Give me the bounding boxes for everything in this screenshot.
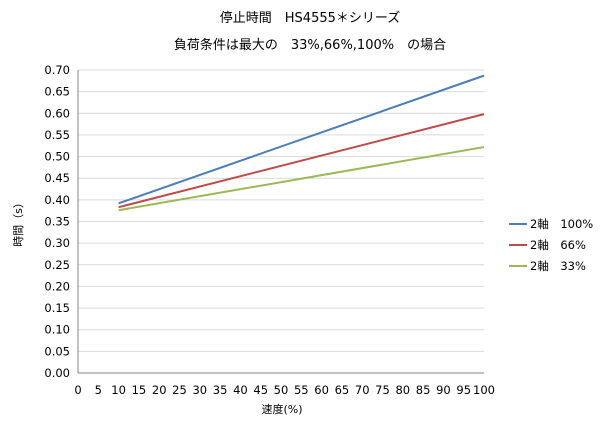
y-tick-label: 0.25 bbox=[44, 258, 70, 272]
series-line bbox=[118, 113, 485, 209]
x-tick-label: 25 bbox=[172, 383, 187, 397]
x-tick-label: 30 bbox=[192, 383, 207, 397]
y-tick-label: 0.55 bbox=[44, 128, 70, 142]
x-tick-labels: 0 5 10 15 20 25 30 35 40 45 50 55 60 65 70 75 80 85 90 95 10… bbox=[74, 383, 495, 397]
y-tick-label: 0.70 bbox=[44, 63, 70, 77]
y-tick-label: 0.45 bbox=[44, 171, 70, 185]
y-tick-label: 0.15 bbox=[44, 301, 70, 315]
x-axis-label: 速度(%) bbox=[261, 402, 302, 416]
y-tick-label: 0.35 bbox=[44, 215, 70, 229]
x-tick-label: 40 bbox=[233, 383, 248, 397]
legend-entry: 2軸 66% bbox=[530, 238, 586, 252]
series-lines bbox=[118, 74, 485, 212]
x-tick-label: 65 bbox=[335, 383, 350, 397]
x-tick-label: 35 bbox=[213, 383, 228, 397]
y-tick-label: 0.60 bbox=[44, 106, 70, 120]
x-tick-label: 50 bbox=[274, 383, 289, 397]
x-tick-label: 85 bbox=[416, 383, 431, 397]
x-tick-label: 100 bbox=[473, 383, 495, 397]
gridlines bbox=[78, 69, 484, 352]
y-tick-label: 0.20 bbox=[44, 279, 70, 293]
chart-title: 停止時間 HS4555＊シリーズ bbox=[220, 10, 400, 26]
legend-entry: 2軸 100% bbox=[530, 217, 593, 231]
x-tick-label: 80 bbox=[395, 383, 410, 397]
x-tick-label: 15 bbox=[132, 383, 147, 397]
y-tick-label: 0.10 bbox=[44, 323, 70, 337]
y-tick-label: 0.65 bbox=[44, 85, 70, 99]
x-tick-label: 0 bbox=[74, 383, 81, 397]
legend: 2軸 100% 2軸 66% 2軸 33% bbox=[509, 217, 593, 273]
y-tick-labels: 0.00 0.05 0.10 0.15 0.20 0.25 0.30 0.35 0.40 0.45… bbox=[44, 63, 70, 380]
series-line bbox=[118, 146, 485, 212]
axes bbox=[77, 70, 484, 374]
x-tick-label: 75 bbox=[375, 383, 390, 397]
legend-entry: 2軸 33% bbox=[530, 259, 586, 273]
y-tick-label: 0.00 bbox=[44, 366, 70, 380]
x-tick-label: 70 bbox=[355, 383, 370, 397]
x-tick-label: 5 bbox=[95, 383, 102, 397]
y-axis-label: 時間（s） bbox=[12, 197, 25, 247]
y-tick-label: 0.30 bbox=[44, 236, 70, 250]
chart-subtitle: 負荷条件は最大の 33%,66%,100% の場合 bbox=[174, 37, 446, 53]
x-tick-label: 95 bbox=[456, 383, 471, 397]
y-tick-label: 0.40 bbox=[44, 193, 70, 207]
x-tick-label: 90 bbox=[436, 383, 451, 397]
x-tick-label: 45 bbox=[253, 383, 268, 397]
y-tick-label: 0.50 bbox=[44, 150, 70, 164]
x-tick-label: 10 bbox=[111, 383, 126, 397]
x-tick-label: 55 bbox=[294, 383, 309, 397]
x-tick-label: 60 bbox=[314, 383, 329, 397]
y-tick-label: 0.05 bbox=[44, 344, 70, 358]
x-tick-label: 20 bbox=[152, 383, 167, 397]
series-line bbox=[118, 74, 485, 205]
